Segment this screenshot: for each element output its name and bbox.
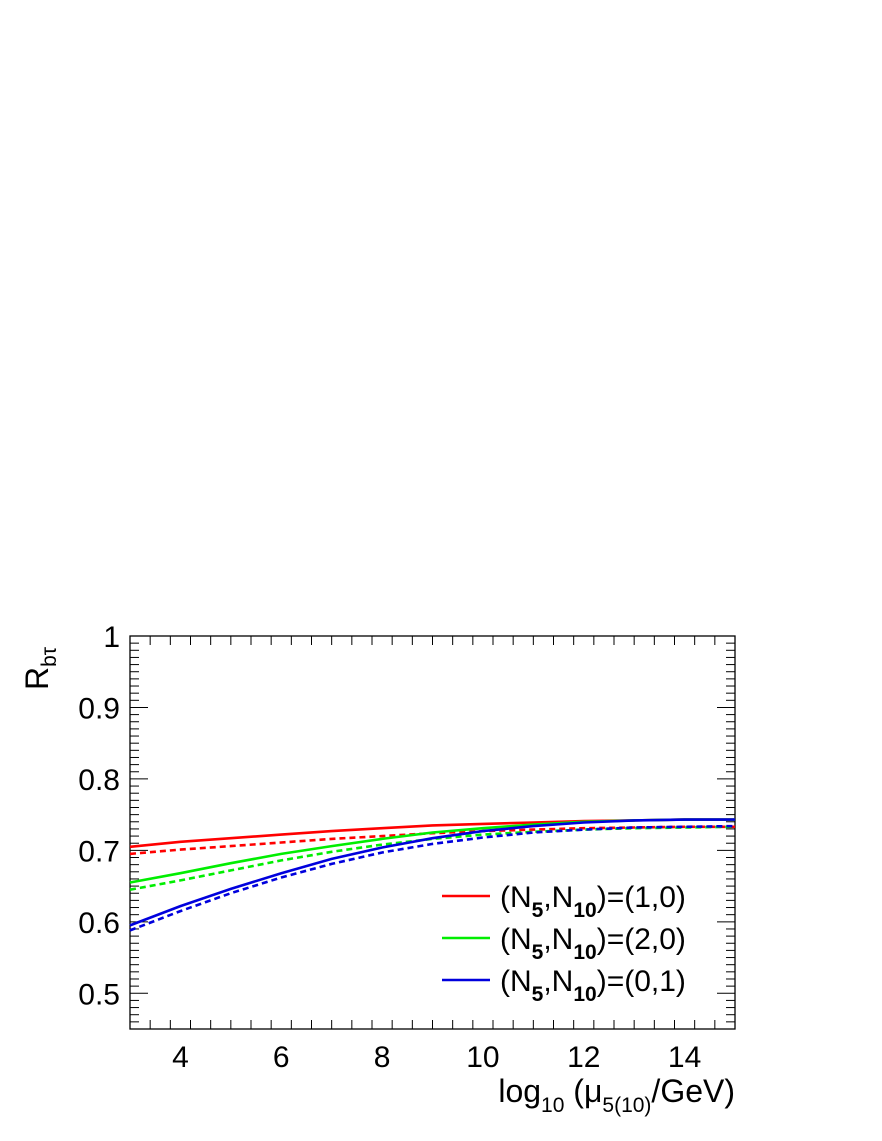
- legend-label-part: 5: [532, 941, 544, 964]
- y-tick-label: 0.7: [78, 835, 120, 868]
- x-tick-label: 12: [567, 1041, 600, 1074]
- x-tick-label: 14: [668, 1041, 701, 1074]
- legend-label-part: (N: [500, 923, 532, 956]
- legend: (N5,N10)=(1,0)(N5,N10)=(2,0)(N5,N10)=(0,…: [442, 881, 686, 1006]
- x-axis-label-pre: log: [498, 1073, 541, 1109]
- y-tick-label: 1: [103, 621, 120, 654]
- y-axis-label-main: R: [19, 667, 55, 690]
- legend-label: (N5,N10)=(1,0): [500, 881, 686, 922]
- axis-ticks: [129, 635, 736, 1030]
- legend-label-part: 10: [573, 983, 596, 1006]
- x-axis-label-mid: (μ: [564, 1073, 602, 1109]
- x-tick-label: 4: [172, 1041, 189, 1074]
- x-axis-label-post: /GeV): [651, 1073, 735, 1109]
- legend-label-part: (N: [500, 881, 532, 914]
- x-axis-label-sub2: 5(10): [602, 1094, 651, 1117]
- tick-labels: 4 6 8 10 12 14 0.5 0.6 0.7 0.8 0.9 1: [78, 621, 701, 1074]
- series-line-dashed: [129, 824, 736, 932]
- legend-label-part: (N: [500, 965, 532, 998]
- plot-curves: [129, 818, 736, 932]
- x-tick-label: 10: [466, 1041, 499, 1074]
- legend-label-part: ,N: [543, 923, 573, 956]
- legend-label-part: ,N: [543, 965, 573, 998]
- x-axis-label-sub1: 10: [541, 1094, 564, 1117]
- y-axis-label: Rbτ: [19, 646, 61, 690]
- y-tick-label: 0.8: [78, 764, 120, 797]
- legend-label-part: )=(1,0): [597, 881, 686, 914]
- series-line-dashed: [129, 825, 736, 891]
- legend-label-part: ,N: [543, 881, 573, 914]
- legend-label-part: )=(0,1): [597, 965, 686, 998]
- legend-label-part: )=(2,0): [597, 923, 686, 956]
- x-tick-label: 6: [273, 1041, 290, 1074]
- y-tick-label: 0.9: [78, 692, 120, 725]
- legend-label: (N5,N10)=(0,1): [500, 965, 686, 1006]
- y-tick-label: 0.5: [78, 978, 120, 1011]
- legend-label-part: 5: [532, 899, 544, 922]
- x-axis-label: log10 (μ5(10)/GeV): [498, 1073, 735, 1117]
- legend-label-part: 10: [573, 941, 596, 964]
- legend-label: (N5,N10)=(2,0): [500, 923, 686, 964]
- y-axis-label-sub: bτ: [38, 646, 61, 667]
- y-tick-label: 0.6: [78, 907, 120, 940]
- legend-label-part: 5: [532, 983, 544, 1006]
- x-tick-label: 8: [374, 1041, 391, 1074]
- series-line-dashed: [129, 825, 735, 856]
- series-line-solid: [129, 818, 735, 927]
- legend-label-part: 10: [573, 899, 596, 922]
